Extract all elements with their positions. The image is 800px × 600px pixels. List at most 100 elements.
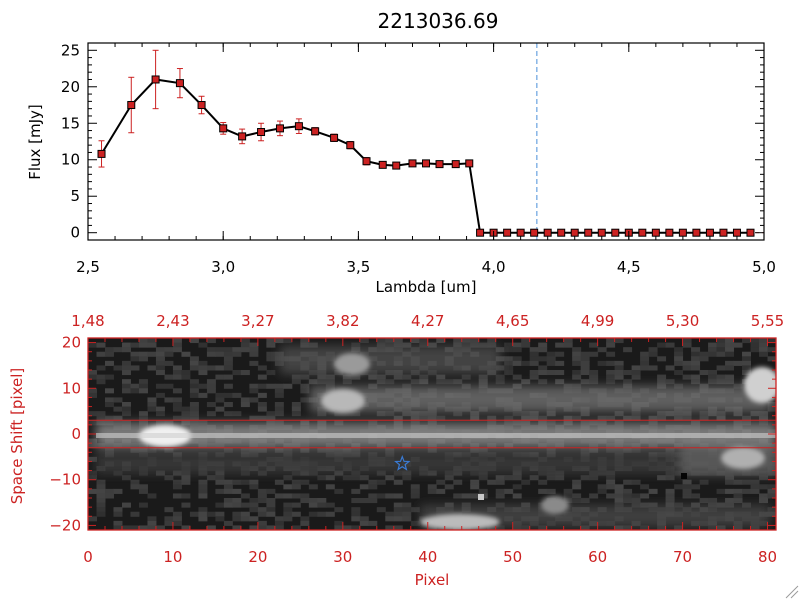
noise-pixel — [470, 493, 480, 499]
noise-pixel — [665, 488, 675, 494]
noise-pixel — [232, 392, 242, 398]
noise-pixel — [257, 402, 267, 408]
image-x-tick-label: 80 — [758, 548, 777, 566]
noise-pixel — [359, 338, 369, 344]
noise-pixel — [742, 420, 752, 426]
noise-pixel — [419, 379, 429, 385]
y-tick-label: 0 — [70, 224, 80, 242]
noise-pixel — [606, 493, 616, 499]
noise-pixel — [274, 411, 284, 417]
noise-pixel — [164, 447, 174, 453]
noise-pixel — [138, 379, 148, 385]
noise-pixel — [495, 356, 505, 362]
noise-pixel — [606, 475, 616, 481]
noise-pixel — [665, 411, 675, 417]
noise-pixel — [223, 383, 233, 389]
noise-pixel — [716, 342, 726, 348]
noise-pixel — [504, 415, 514, 421]
noise-pixel — [291, 402, 301, 408]
spectrum-title: 2213036.69 — [378, 9, 499, 33]
noise-pixel — [88, 456, 97, 462]
noise-pixel — [487, 342, 497, 348]
noise-pixel — [257, 498, 267, 504]
noise-pixel — [300, 342, 310, 348]
noise-pixel — [172, 406, 182, 412]
noise-pixel — [189, 411, 199, 417]
noise-pixel — [385, 342, 395, 348]
noise-pixel — [113, 507, 123, 513]
noise-pixel — [266, 415, 276, 421]
noise-pixel — [699, 370, 709, 376]
noise-pixel — [580, 356, 590, 362]
noise-pixel — [538, 488, 548, 494]
noise-pixel — [691, 356, 701, 362]
noise-pixel — [393, 420, 403, 426]
noise-pixel — [623, 488, 633, 494]
noise-pixel — [708, 374, 718, 380]
noise-pixel — [189, 402, 199, 408]
noise-pixel — [96, 502, 106, 508]
noise-pixel — [572, 484, 582, 490]
noise-pixel — [657, 415, 667, 421]
resize-grip-icon[interactable] — [785, 585, 799, 599]
noise-pixel — [198, 383, 208, 389]
noise-pixel — [130, 365, 140, 371]
noise-pixel — [121, 360, 131, 366]
noise-pixel — [589, 493, 599, 499]
noise-pixel — [96, 342, 106, 348]
noise-pixel — [325, 475, 335, 481]
noise-pixel — [563, 338, 573, 344]
x-tick-label: 5,0 — [752, 258, 776, 276]
noise-pixel — [580, 379, 590, 385]
noise-pixel — [657, 525, 667, 530]
image-y-tick-label: −20 — [49, 516, 81, 534]
noise-pixel — [606, 338, 616, 344]
noise-pixel — [495, 475, 505, 481]
data-point — [746, 228, 755, 237]
noise-pixel — [699, 351, 709, 357]
noise-pixel — [104, 347, 114, 353]
noise-pixel — [512, 360, 522, 366]
noise-pixel — [249, 383, 259, 389]
noise-pixel — [580, 411, 590, 417]
noise-pixel — [733, 498, 743, 504]
data-point — [451, 160, 460, 169]
noise-pixel — [623, 347, 633, 353]
noise-pixel — [274, 479, 284, 485]
noise-pixel — [538, 479, 548, 485]
noise-pixel — [597, 360, 607, 366]
noise-pixel — [334, 420, 344, 426]
noise-pixel — [538, 347, 548, 353]
noise-pixel — [325, 484, 335, 490]
noise-pixel — [291, 479, 301, 485]
noise-pixel — [597, 420, 607, 426]
noise-pixel — [189, 415, 199, 421]
noise-pixel — [172, 397, 182, 403]
noise-pixel — [546, 360, 556, 366]
noise-pixel — [682, 488, 692, 494]
noise-pixel — [750, 479, 760, 485]
noise-pixel — [436, 374, 446, 380]
data-point — [257, 128, 266, 137]
noise-pixel — [419, 342, 429, 348]
noise-pixel — [572, 493, 582, 499]
noise-pixel — [376, 411, 386, 417]
x-tick-label: 3,0 — [211, 258, 235, 276]
noise-pixel — [147, 406, 157, 412]
noise-pixel — [529, 475, 539, 481]
noise-pixel — [223, 392, 233, 398]
noise-pixel — [393, 415, 403, 421]
noise-pixel — [223, 479, 233, 485]
noise-pixel — [104, 447, 114, 453]
noise-pixel — [317, 411, 327, 417]
noise-pixel — [147, 525, 157, 530]
noise-pixel — [351, 507, 361, 513]
noise-pixel — [181, 415, 191, 421]
noise-pixel — [266, 351, 276, 357]
noise-pixel — [130, 511, 140, 517]
noise-pixel — [606, 479, 616, 485]
noise-pixel — [223, 347, 233, 353]
noise-pixel — [708, 347, 718, 353]
noise-pixel — [368, 479, 378, 485]
